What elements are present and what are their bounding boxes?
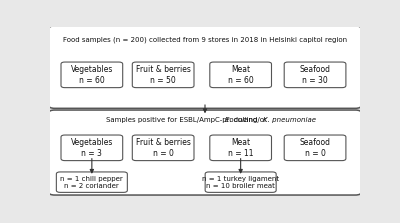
FancyBboxPatch shape [210,135,272,161]
FancyBboxPatch shape [210,62,272,88]
Text: n = 1 chili pepper
n = 2 coriander: n = 1 chili pepper n = 2 coriander [60,176,123,189]
Text: Fruit & berries
n = 0: Fruit & berries n = 0 [136,138,190,157]
Text: Vegetables
n = 60: Vegetables n = 60 [71,65,113,85]
FancyBboxPatch shape [132,135,194,161]
Text: E. coli: E. coli [225,117,246,123]
FancyBboxPatch shape [48,110,362,195]
FancyBboxPatch shape [61,135,123,161]
Text: Samples positive for ESBL/AmpC-producing: Samples positive for ESBL/AmpC-producing [106,117,260,123]
Text: Vegetables
n = 3: Vegetables n = 3 [71,138,113,157]
Text: Seafood
n = 0: Seafood n = 0 [300,138,330,157]
Text: and/or: and/or [242,117,269,123]
FancyBboxPatch shape [284,135,346,161]
FancyBboxPatch shape [132,62,194,88]
FancyBboxPatch shape [61,62,123,88]
Text: Food samples (n = 200) collected from 9 stores in 2018 in Helsinki capitol regio: Food samples (n = 200) collected from 9 … [63,36,347,43]
FancyBboxPatch shape [48,26,362,108]
Text: n = 1 turkey ligament
n = 10 broiler meat: n = 1 turkey ligament n = 10 broiler mea… [202,176,279,189]
FancyBboxPatch shape [56,172,127,192]
Text: K. pneumoniae: K. pneumoniae [262,117,316,123]
Text: Meat
n = 60: Meat n = 60 [228,65,254,85]
Text: Seafood
n = 30: Seafood n = 30 [300,65,330,85]
Text: Meat
n = 11: Meat n = 11 [228,138,254,157]
FancyBboxPatch shape [205,172,276,192]
FancyBboxPatch shape [284,62,346,88]
Text: Fruit & berries
n = 50: Fruit & berries n = 50 [136,65,190,85]
